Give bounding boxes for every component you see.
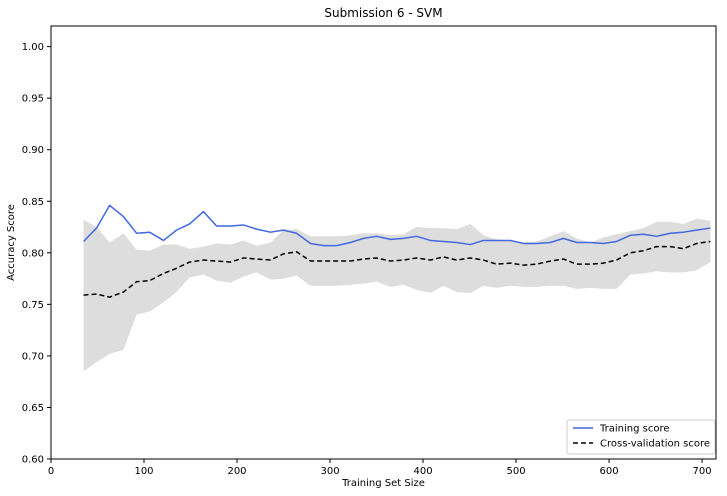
legend-box (566, 419, 716, 455)
y-axis-ticks: 0.60 0.65 0.70 0.75 0.80 0.85 0.90 0.95 1.00 (22, 42, 51, 466)
training-score-line (83, 204, 711, 247)
x-tick-label: 300 (320, 466, 339, 477)
y-tick-label: 0.85 (22, 197, 44, 208)
x-tick-label: 100 (134, 466, 153, 477)
y-tick-label: 0.65 (22, 403, 44, 414)
x-axis-label: Training Set Size (341, 478, 425, 489)
y-tick-label: 0.95 (22, 94, 44, 105)
chart-title: Submission 6 - SVM (324, 6, 442, 20)
legend-label-training: Training score (599, 424, 670, 435)
x-tick-label: 0 (48, 466, 54, 477)
x-tick-label: 500 (506, 466, 525, 477)
validation-score-band (83, 218, 711, 372)
y-tick-label: 0.75 (22, 300, 44, 311)
x-tick-label: 600 (599, 466, 618, 477)
x-tick-label: 200 (227, 466, 246, 477)
y-tick-label: 0.80 (22, 248, 44, 259)
y-tick-label: 0.60 (22, 455, 44, 466)
x-tick-label: 400 (413, 466, 432, 477)
legend: Training score Cross-validation score (566, 419, 716, 455)
legend-label-cross-validation: Cross-validation score (600, 439, 710, 450)
x-tick-label: 700 (693, 466, 712, 477)
plot-frame (50, 25, 717, 460)
y-tick-label: 0.90 (22, 145, 44, 156)
plot-area (83, 204, 711, 372)
y-tick-label: 0.70 (22, 351, 44, 362)
cross-validation-score-line (83, 240, 711, 298)
y-axis-label: Accuracy Score (6, 204, 17, 281)
y-tick-label: 1.00 (22, 42, 44, 53)
x-axis-ticks: 0 100 200 300 400 500 600 700 (48, 459, 712, 477)
